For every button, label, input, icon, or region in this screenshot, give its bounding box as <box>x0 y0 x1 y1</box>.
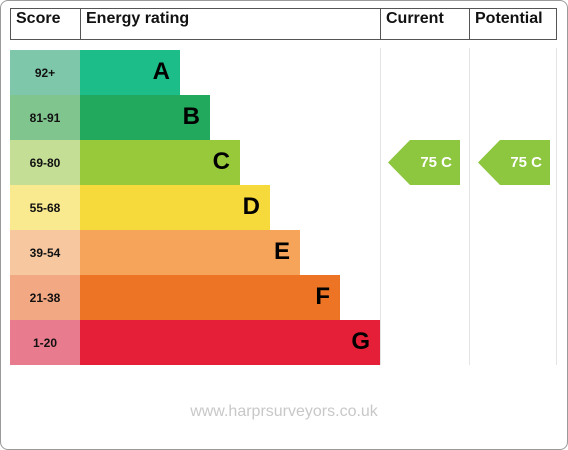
potential-arrow-shape <box>478 140 550 185</box>
current-header: Current <box>386 10 444 27</box>
potential-rating-arrow: 75 C <box>478 140 550 185</box>
column-line-current <box>469 48 470 365</box>
score-header: Score <box>16 10 61 27</box>
band-letter-d: D <box>242 193 260 220</box>
band-bar-b: B <box>80 95 210 140</box>
band-bar-a: A <box>80 50 180 95</box>
potential-header: Potential <box>475 10 543 27</box>
score-range-e: 39-54 <box>10 230 80 275</box>
score-range-f: 21-38 <box>10 275 80 320</box>
score-range-b: 81-91 <box>10 95 80 140</box>
header-divider-score <box>80 8 81 40</box>
header-divider-left <box>10 8 11 40</box>
score-range-c: 69-80 <box>10 140 80 185</box>
band-letter-c: C <box>212 148 230 175</box>
column-line-rating <box>380 48 381 365</box>
score-range-a: 92+ <box>10 50 80 95</box>
band-bar-g: G <box>80 320 380 365</box>
current-rating-arrow: 75 C <box>388 140 460 185</box>
band-letter-f: F <box>315 283 330 310</box>
score-range-g: 1-20 <box>10 320 80 365</box>
band-bar-d: D <box>80 185 270 230</box>
current-rating-label: 75 C <box>420 154 452 171</box>
header-top-border <box>10 8 557 9</box>
header-divider-current <box>469 8 470 40</box>
current-arrow-shape <box>388 140 460 185</box>
header-divider-rating <box>380 8 381 40</box>
band-bar-e: E <box>80 230 300 275</box>
header-divider-right <box>556 8 557 40</box>
band-letter-b: B <box>182 103 200 130</box>
score-range-d: 55-68 <box>10 185 80 230</box>
column-line-right <box>556 48 557 365</box>
header-bottom-border <box>10 39 557 40</box>
band-bar-c: C <box>80 140 240 185</box>
band-letter-a: A <box>152 58 170 85</box>
energy-rating-header: Energy rating <box>86 10 190 27</box>
band-letter-e: E <box>273 238 290 265</box>
band-letter-g: G <box>351 328 370 355</box>
footer-website: www.harprsurveyors.co.uk <box>190 403 378 420</box>
band-bar-f: F <box>80 275 340 320</box>
potential-rating-label: 75 C <box>510 154 542 171</box>
